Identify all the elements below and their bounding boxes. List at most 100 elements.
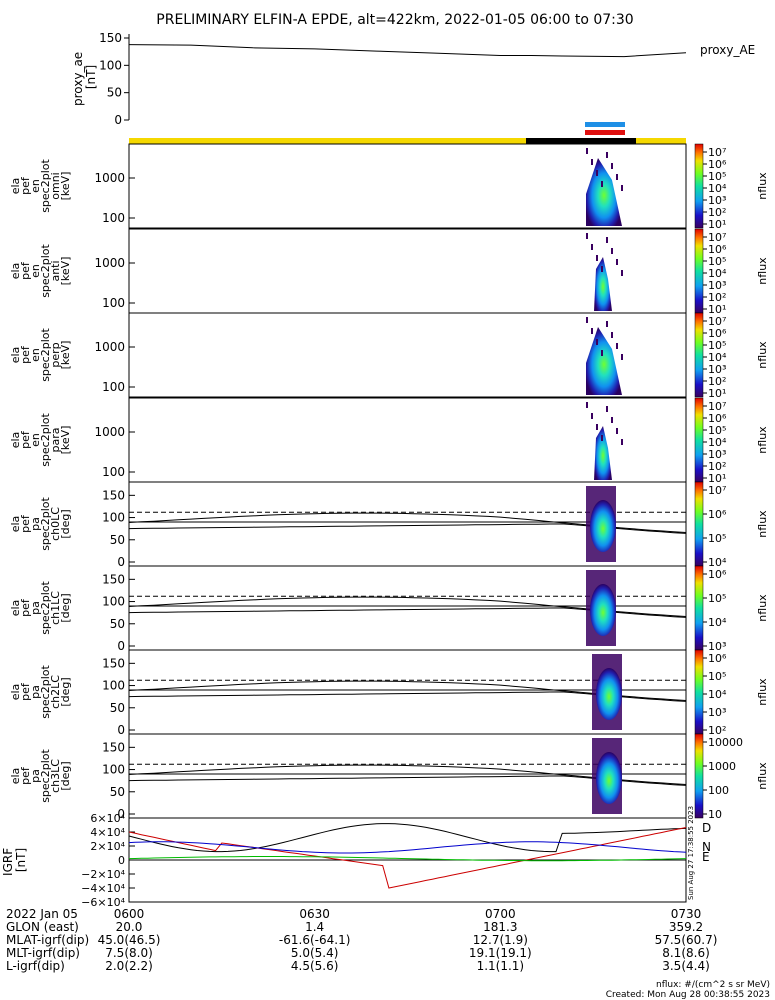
energy-spectrogram-panel: elapefenspec2plotpara[keV] 100010010⁷10⁶1… xyxy=(9,397,769,485)
pitch-angle-data xyxy=(596,668,622,720)
panel-ylabel-line: pef xyxy=(19,430,32,449)
panel-ylabel-line: pa xyxy=(29,517,42,531)
panel-ylabel-line: ch2LC xyxy=(49,675,62,709)
colorbar-tick-label: 10² xyxy=(708,724,726,737)
spectrogram-speckle xyxy=(621,185,623,191)
science-marker-red xyxy=(585,130,625,135)
colorbar xyxy=(694,143,704,229)
spectrogram-speckle xyxy=(601,181,603,187)
spectrogram-speckle xyxy=(596,424,598,430)
pitch-angle-panel: elapefpaspec2plotch1LC[deg] 150 100 50 0 10⁶ 1… xyxy=(9,565,769,653)
panel-ylabel-line: ela xyxy=(9,684,22,701)
time-tick-label: 0600 xyxy=(114,907,145,921)
panel-ylabel-line: ela xyxy=(9,600,22,617)
colorbar-tick-label: 10⁵ xyxy=(708,592,726,605)
igrf-legend-e: E xyxy=(702,850,710,864)
panel-ylabel-line: ch0LC xyxy=(49,507,62,541)
panel-ylabel-line: ch3LC xyxy=(49,759,62,793)
colorbar-tick-label: 10⁶ xyxy=(708,412,727,425)
panel-ylabel-line: [keV] xyxy=(59,257,72,286)
pitch-angle-panels: elapefpaspec2plotch0LC[deg]15010050010⁷1… xyxy=(9,481,769,821)
panel-ylabel-line: en xyxy=(29,179,42,193)
pitch-angle-panel: elapefpaspec2plotch3LC[deg] 150 100 50 0 1000… xyxy=(9,733,769,821)
igrf-ytick-label: 2×10⁴ xyxy=(90,840,125,853)
spectrogram-speckle xyxy=(591,328,593,334)
panel-ylabel-line: [deg] xyxy=(59,677,72,706)
state-bar-yellow xyxy=(129,138,686,144)
igrf-ytick-label: 6×10⁴ xyxy=(90,812,125,825)
proxy-ae-ylabel-line2: [nT] xyxy=(84,65,98,89)
colorbar-tick-label: 100 xyxy=(708,784,729,797)
panel-ylabel: elapefenspec2plotperp[keV] xyxy=(9,328,72,382)
spectrogram-ytick-label: 100 xyxy=(102,211,125,225)
colorbar-label: nflux xyxy=(756,172,769,200)
spectrogram-speckle xyxy=(601,266,603,272)
panel-ylabel-line: ch1LC xyxy=(49,591,62,625)
colorbar-tick-label: 10⁴ xyxy=(708,436,727,449)
spectrogram-frame xyxy=(128,143,687,229)
panel-ylabel-line: en xyxy=(29,348,42,362)
ephemeris-value: 359.2 xyxy=(669,920,703,934)
spectrogram-data xyxy=(594,426,612,480)
spectrogram-ytick-label: 100 xyxy=(102,465,125,479)
ephemeris-value: 57.5(60.7) xyxy=(655,933,718,947)
spectrogram-speckle xyxy=(591,244,593,250)
panel-ylabel-line: para xyxy=(49,428,62,453)
ephemeris-value: 12.7(1.9) xyxy=(473,933,528,947)
igrf-d-line xyxy=(128,827,687,889)
ephemeris-value: 3.5(4.4) xyxy=(662,959,710,973)
pitch-angle-data xyxy=(590,584,616,636)
panel-ylabel-line: omni xyxy=(49,172,62,199)
footer-units: nflux: #/(cm^2 s sr MeV) xyxy=(656,980,770,990)
science-marker-blue xyxy=(585,122,625,127)
spectrogram-speckle xyxy=(596,170,598,176)
proxy-ae-series-line xyxy=(128,44,687,58)
panel-ylabel-line: ela xyxy=(9,347,22,364)
colorbar-tick-label: 10⁶ xyxy=(708,508,727,521)
ephemeris-value: 45.0(46.5) xyxy=(98,933,161,947)
colorbar-tick-label: 10³ xyxy=(708,448,726,461)
spectrogram-data xyxy=(594,257,612,311)
colorbar-tick-label: 10⁷ xyxy=(708,400,726,413)
colorbar-tick-label: 10³ xyxy=(708,194,726,207)
spectrogram-ytick-label: 1000 xyxy=(94,340,125,354)
panel-ylabel-line: perp xyxy=(49,342,62,367)
pitch-angle-ytick-label: 150 xyxy=(102,656,125,670)
spectrogram-speckle xyxy=(616,428,618,434)
pitch-angle-ytick-label: 0 xyxy=(117,807,125,821)
pitch-angle-ytick-label: 100 xyxy=(102,511,125,525)
spectrogram-speckle xyxy=(606,406,608,412)
spectrogram-speckle xyxy=(606,321,608,327)
colorbar-tick-label: 10² xyxy=(708,206,726,219)
state-bar-black xyxy=(526,138,636,144)
pitch-angle-panel: elapefpaspec2plotch0LC[deg] 150 100 50 0 10⁷ 1… xyxy=(9,481,769,569)
energy-spectrogram-panels: elapefenspec2plotomni[keV] 100010010⁷10⁶1… xyxy=(9,143,769,485)
panel-ylabel-line: spec2plot xyxy=(39,497,52,551)
pitch-angle-ytick-label: 100 xyxy=(102,763,125,777)
panel-ylabel: elapefenspec2plotanti[keV] xyxy=(9,244,72,298)
colorbar-tick-label: 10³ xyxy=(708,706,726,719)
colorbar xyxy=(694,733,704,819)
panel-ylabel-line: en xyxy=(29,264,42,278)
ephemeris-row-label: MLAT-igrf(dip) xyxy=(6,933,89,947)
colorbar-label: nflux xyxy=(756,510,769,538)
panel-ylabel-line: ela xyxy=(9,432,22,449)
colorbar-tick-label: 10¹ xyxy=(708,303,726,316)
spectrogram-speckle xyxy=(616,343,618,349)
proxy-ae-ytick-label: 100 xyxy=(99,58,122,72)
panel-ylabel-line: spec2plot xyxy=(39,328,52,382)
colorbar-tick-label: 10¹ xyxy=(708,387,726,400)
panel-ylabel-line: pef xyxy=(19,682,32,701)
time-tick-label: 0700 xyxy=(485,907,516,921)
panel-ylabel-line: pa xyxy=(29,601,42,615)
colorbar-tick-label: 10⁴ xyxy=(708,616,727,629)
igrf-legend-n: N xyxy=(702,840,711,854)
colorbar-tick-label: 10⁷ xyxy=(708,315,726,328)
ephemeris-value: 19.1(19.1) xyxy=(469,946,532,960)
igrf-ylabel: IGRF [nT] xyxy=(1,844,28,876)
spectrogram-speckle xyxy=(606,152,608,158)
ephemeris-value: 5.0(5.4) xyxy=(291,946,339,960)
colorbar-tick-label: 10³ xyxy=(708,363,726,376)
colorbar-tick-label: 10⁵ xyxy=(708,424,726,437)
colorbar-tick-label: 10⁵ xyxy=(708,532,726,545)
